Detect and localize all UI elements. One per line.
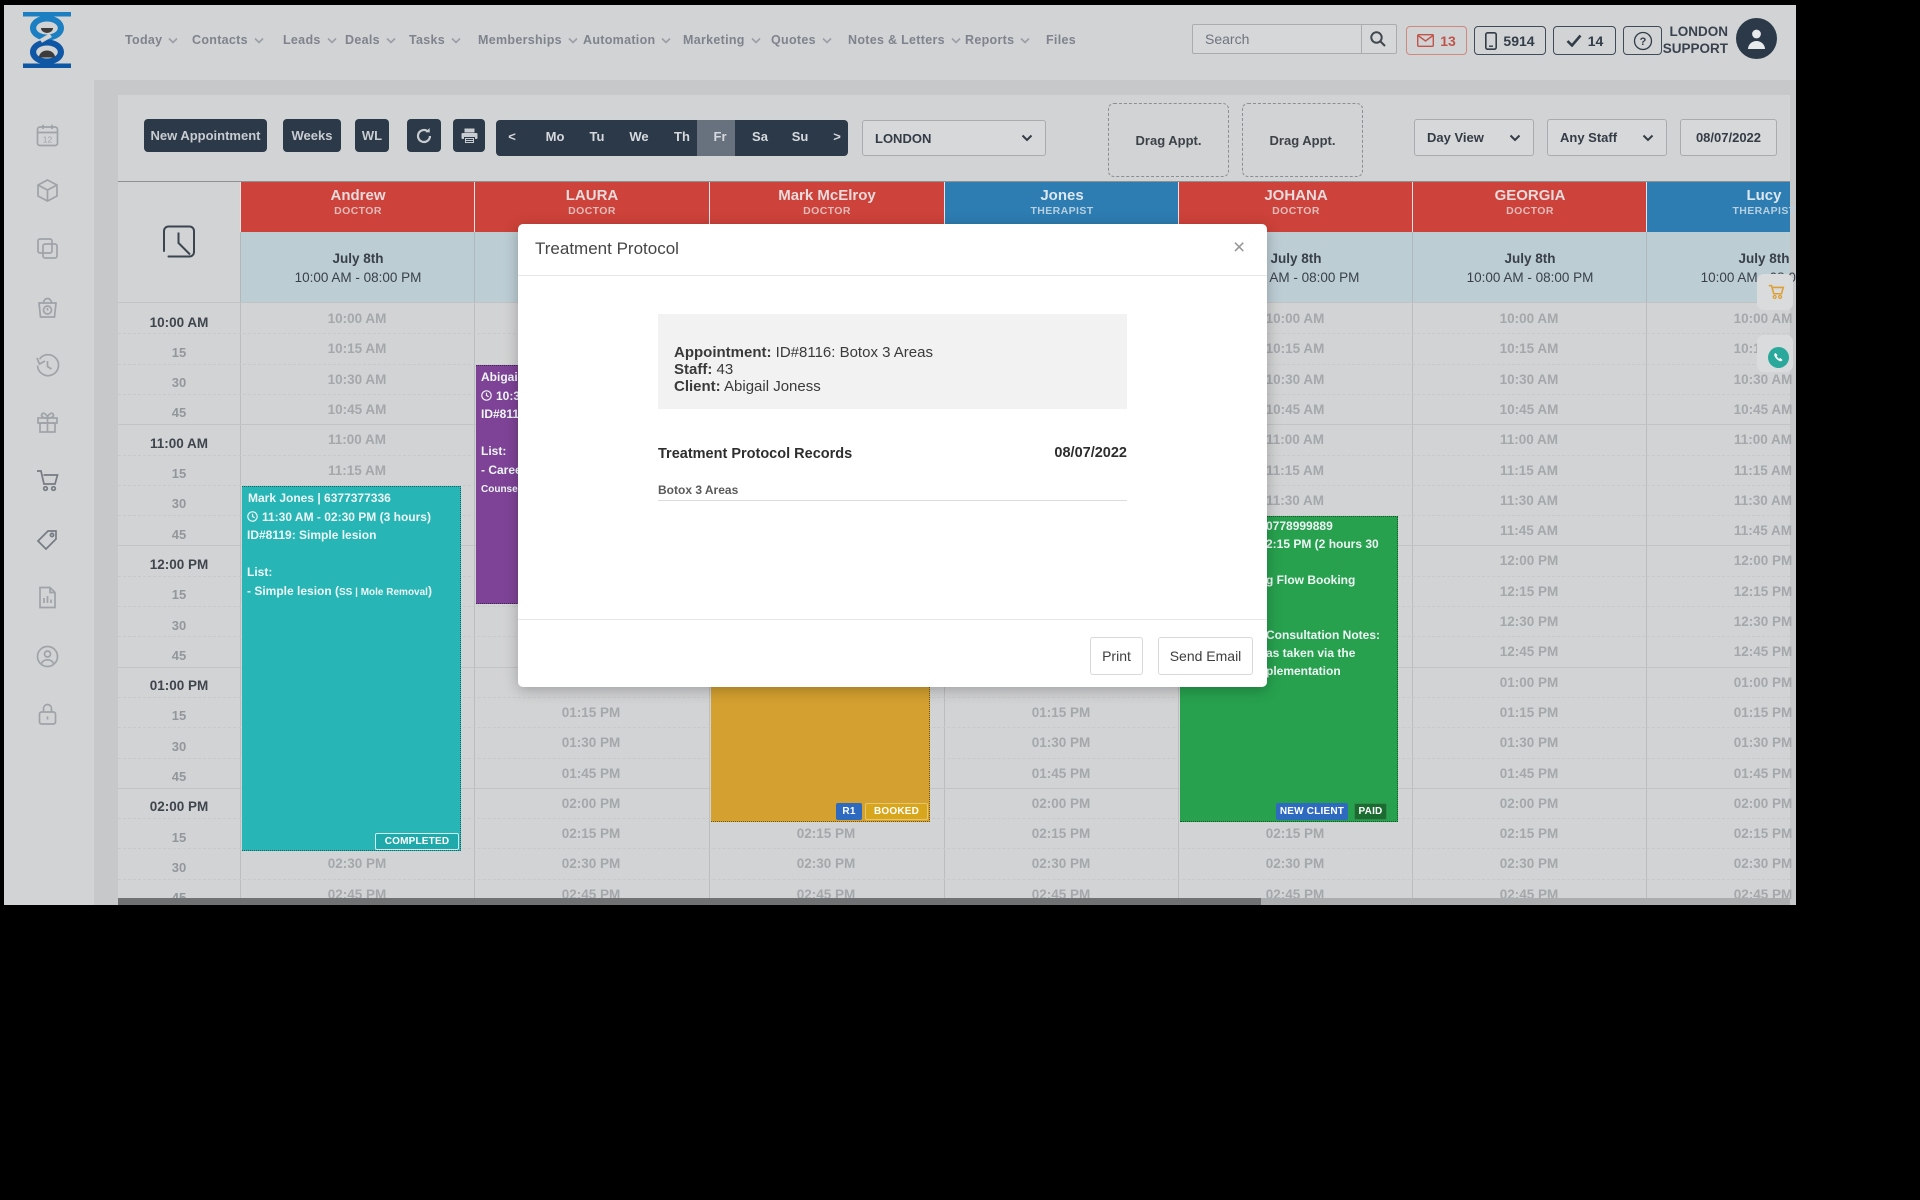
- svg-text:?: ?: [1639, 36, 1646, 48]
- svg-text:12: 12: [43, 135, 53, 145]
